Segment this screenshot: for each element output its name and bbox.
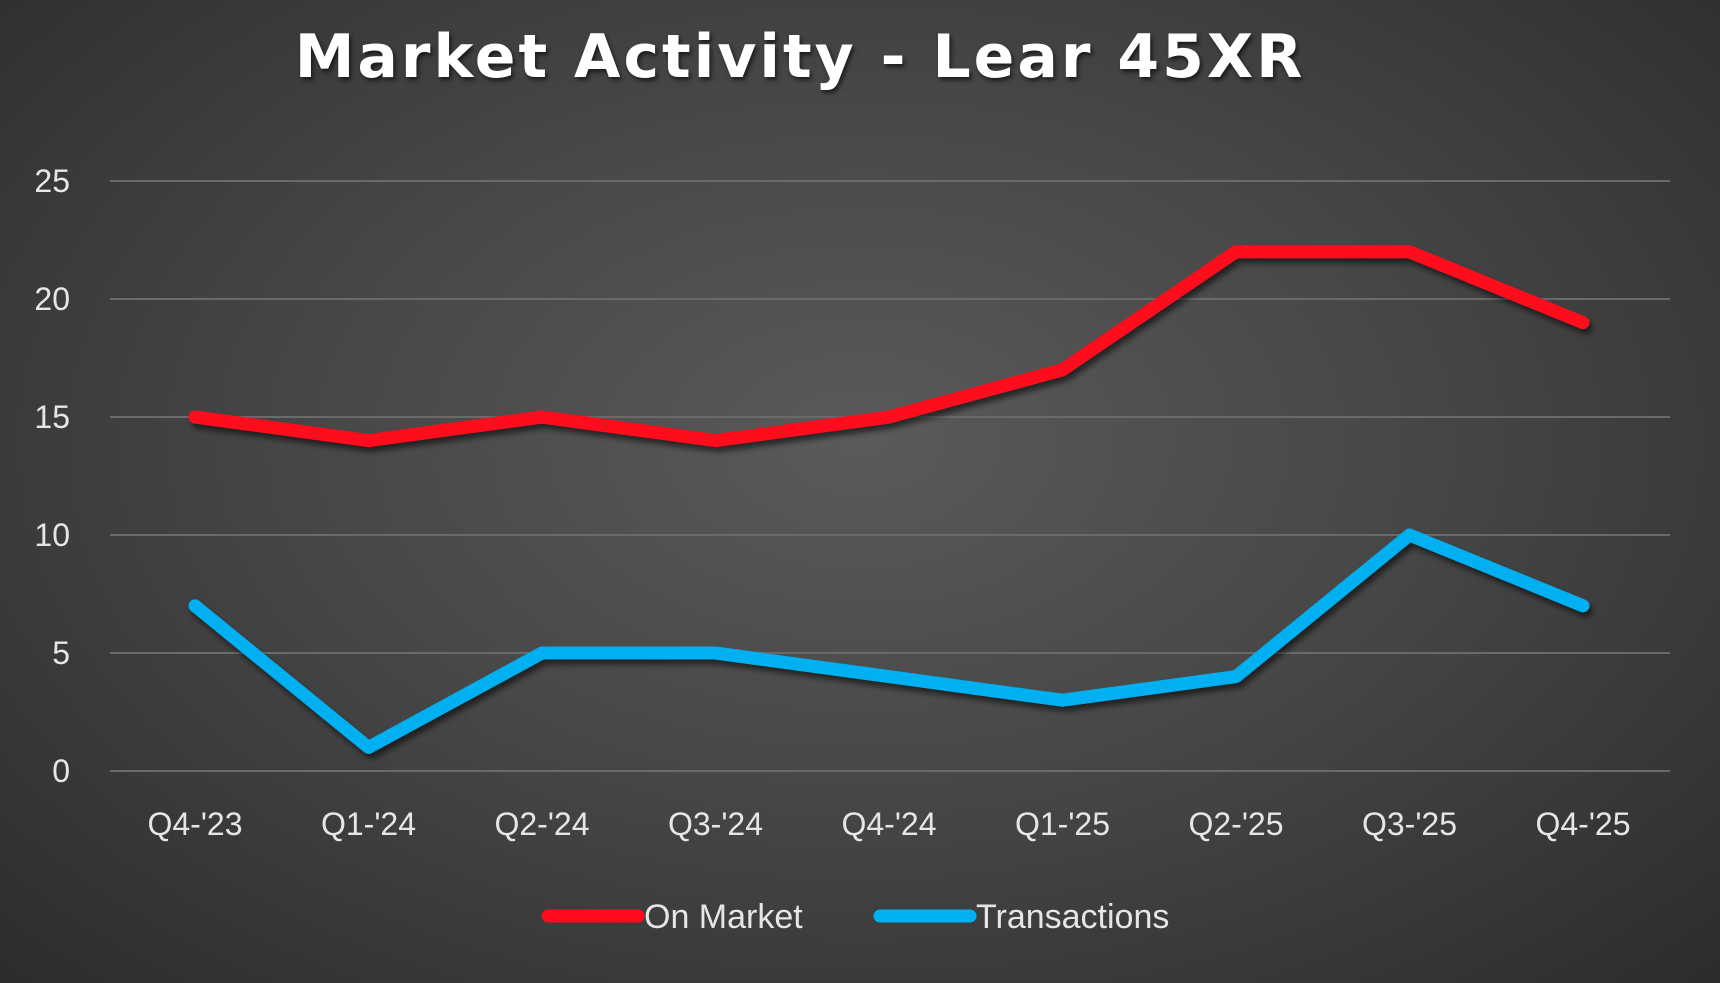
x-tick-label: Q1-'25 — [1015, 806, 1110, 842]
data-point — [888, 675, 890, 678]
data-point — [1582, 604, 1584, 607]
legend-label: On Market — [644, 898, 803, 936]
data-point — [367, 439, 370, 442]
x-tick-label: Q2-'25 — [1188, 806, 1283, 842]
y-tick-label: 20 — [34, 281, 70, 317]
data-point — [1235, 250, 1237, 253]
series-line-transactions — [188, 528, 1590, 754]
chart-title: Market Activity - Lear 45XR — [294, 22, 1306, 92]
x-tick-label: Q3-'25 — [1362, 806, 1457, 842]
y-tick-label: 5 — [52, 635, 70, 671]
x-tick-label: Q4-'25 — [1535, 806, 1630, 842]
data-point — [1061, 368, 1064, 371]
data-point — [888, 416, 890, 418]
data-point — [1061, 699, 1064, 702]
x-tick-label: Q3-'24 — [668, 806, 763, 842]
data-point — [541, 652, 543, 654]
y-tick-label: 10 — [34, 517, 70, 553]
data-point — [714, 439, 717, 442]
data-point — [541, 416, 543, 418]
data-point — [1235, 675, 1237, 678]
data-point — [714, 652, 717, 654]
x-tick-label: Q2-'24 — [494, 806, 589, 842]
legend-label: Transactions — [976, 898, 1169, 936]
series-line-on-market — [188, 245, 1590, 448]
y-tick-label: 25 — [34, 163, 70, 199]
x-tick-label: Q4-'23 — [147, 806, 242, 842]
data-point — [1582, 321, 1584, 324]
y-tick-label: 15 — [34, 399, 70, 435]
x-tick-label: Q4-'24 — [841, 806, 936, 842]
data-point — [1408, 534, 1411, 536]
x-tick-label: Q1-'24 — [321, 806, 416, 842]
y-tick-label: 0 — [52, 753, 70, 789]
data-point — [1408, 250, 1411, 253]
data-point — [194, 604, 196, 607]
data-point — [194, 416, 196, 418]
data-point — [367, 746, 370, 749]
